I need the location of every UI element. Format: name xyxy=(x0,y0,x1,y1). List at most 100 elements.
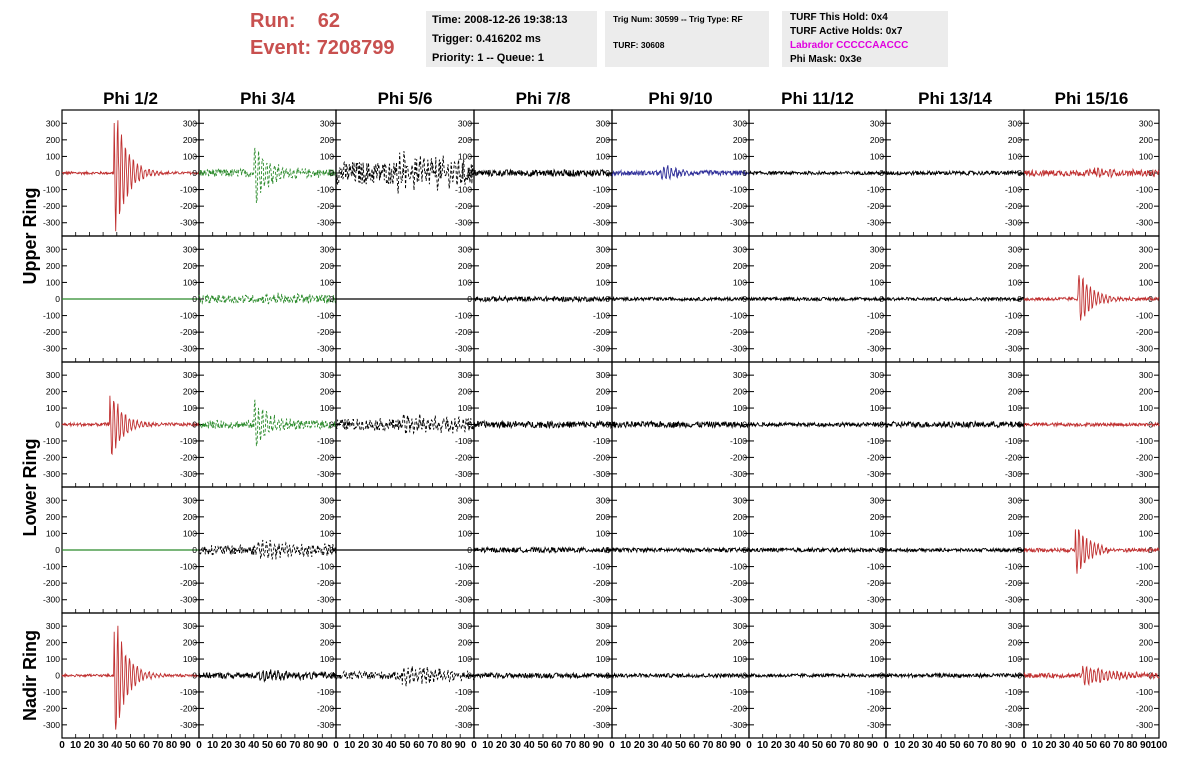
x-tick-label: 70 xyxy=(1113,740,1125,751)
y-tick-label: -300 xyxy=(593,720,610,730)
y-tick-label: 0 xyxy=(879,671,884,681)
y-tick-label: -300 xyxy=(317,218,334,228)
y-tick-label: -300 xyxy=(43,218,60,228)
y-tick-label: 100 xyxy=(1139,654,1153,664)
trig-num-line: Trig Num: 30599 -- Trig Type: RF xyxy=(613,14,743,24)
waveform-line xyxy=(61,395,200,456)
y-tick-label: -100 xyxy=(1136,562,1153,572)
y-tick-label: -100 xyxy=(867,185,884,195)
x-tick-label: 90 xyxy=(455,740,467,751)
y-tick-label: 100 xyxy=(870,151,884,161)
y-tick-label: 200 xyxy=(733,387,747,397)
y-tick-label: -100 xyxy=(730,185,747,195)
y-tick-label: -300 xyxy=(43,595,60,605)
x-tick-label: 90 xyxy=(1140,740,1152,751)
y-tick-label: 300 xyxy=(733,495,747,505)
x-tick-label: 20 xyxy=(1045,740,1057,751)
row-label: Nadir Ring xyxy=(20,630,40,721)
y-tick-label: 200 xyxy=(733,512,747,522)
y-tick-label: 100 xyxy=(458,151,472,161)
x-tick-label: 60 xyxy=(551,740,563,751)
y-tick-label: -100 xyxy=(455,436,472,446)
y-tick-label: -200 xyxy=(43,703,60,713)
x-tick-label: 0 xyxy=(471,740,477,751)
trigger-line: Trigger: 0.416202 ms xyxy=(432,33,541,45)
y-tick-label: -200 xyxy=(317,201,334,211)
y-tick-label: -200 xyxy=(43,452,60,462)
y-tick-label: 100 xyxy=(1008,277,1022,287)
y-tick-label: -300 xyxy=(43,720,60,730)
y-tick-label: 300 xyxy=(458,244,472,254)
y-tick-label: -200 xyxy=(455,452,472,462)
y-tick-label: 100 xyxy=(458,528,472,538)
y-tick-label: -200 xyxy=(455,327,472,337)
time-line: Time: 2008-12-26 19:38:13 xyxy=(432,14,568,26)
y-tick-label: -200 xyxy=(455,578,472,588)
y-tick-label: -100 xyxy=(730,562,747,572)
waveform-line xyxy=(611,295,750,303)
y-tick-label: -200 xyxy=(180,703,197,713)
y-tick-label: 0 xyxy=(879,168,884,178)
x-tick-label: 40 xyxy=(661,740,673,751)
y-tick-label: 200 xyxy=(183,135,197,145)
y-tick-label: 100 xyxy=(733,528,747,538)
y-tick-label: -100 xyxy=(730,311,747,321)
y-tick-label: -200 xyxy=(730,327,747,337)
x-tick-label: 0 xyxy=(883,740,889,751)
waveform-line xyxy=(198,292,337,305)
y-tick-label: 0 xyxy=(329,671,334,681)
y-tick-label: -100 xyxy=(867,687,884,697)
x-tick-label: 10 xyxy=(207,740,219,751)
y-tick-label: 100 xyxy=(733,403,747,413)
y-tick-label: -200 xyxy=(317,578,334,588)
y-tick-label: 300 xyxy=(320,495,334,505)
y-tick-label: -100 xyxy=(180,562,197,572)
waveform-line xyxy=(1023,665,1160,687)
y-tick-label: 0 xyxy=(55,168,60,178)
x-tick-label: 70 xyxy=(839,740,851,751)
y-tick-label: 200 xyxy=(733,261,747,271)
y-tick-label: -100 xyxy=(1136,436,1153,446)
y-tick-label: -300 xyxy=(455,218,472,228)
y-tick-label: 300 xyxy=(870,370,884,380)
y-tick-label: 300 xyxy=(458,495,472,505)
x-tick-label: 30 xyxy=(510,740,522,751)
y-tick-label: 100 xyxy=(870,403,884,413)
y-tick-label: 300 xyxy=(596,244,610,254)
x-tick-label: 0 xyxy=(59,740,65,751)
y-tick-label: 100 xyxy=(320,277,334,287)
y-tick-label: 300 xyxy=(1008,370,1022,380)
x-tick-label: 60 xyxy=(276,740,288,751)
y-tick-label: 0 xyxy=(467,420,472,430)
x-tick-label: 60 xyxy=(963,740,975,751)
y-tick-label: 100 xyxy=(1139,403,1153,413)
y-tick-label: 0 xyxy=(467,168,472,178)
y-tick-label: 0 xyxy=(467,671,472,681)
x-tick-label: 20 xyxy=(771,740,783,751)
y-tick-label: 300 xyxy=(1139,495,1153,505)
x-tick-label: 80 xyxy=(853,740,865,751)
x-tick-label: 80 xyxy=(303,740,315,751)
y-tick-label: 100 xyxy=(596,277,610,287)
y-tick-label: 0 xyxy=(1017,545,1022,555)
y-tick-label: -200 xyxy=(1005,578,1022,588)
y-tick-label: 0 xyxy=(55,545,60,555)
column-title: Phi 1/2 xyxy=(103,89,158,108)
y-tick-label: -100 xyxy=(43,436,60,446)
y-tick-label: -300 xyxy=(180,720,197,730)
y-tick-label: -200 xyxy=(730,703,747,713)
y-tick-label: 300 xyxy=(596,118,610,128)
y-tick-label: 0 xyxy=(192,294,197,304)
waveform-line xyxy=(62,120,200,232)
y-tick-label: -300 xyxy=(317,595,334,605)
y-tick-label: -300 xyxy=(867,720,884,730)
y-tick-label: -300 xyxy=(1005,218,1022,228)
y-tick-label: 0 xyxy=(1017,420,1022,430)
x-tick-label: 70 xyxy=(977,740,989,751)
y-tick-label: -200 xyxy=(867,201,884,211)
y-tick-label: -100 xyxy=(593,185,610,195)
y-tick-label: -200 xyxy=(1136,201,1153,211)
waveform-line xyxy=(885,546,1025,554)
y-tick-label: 0 xyxy=(329,545,334,555)
y-tick-label: -100 xyxy=(1005,436,1022,446)
